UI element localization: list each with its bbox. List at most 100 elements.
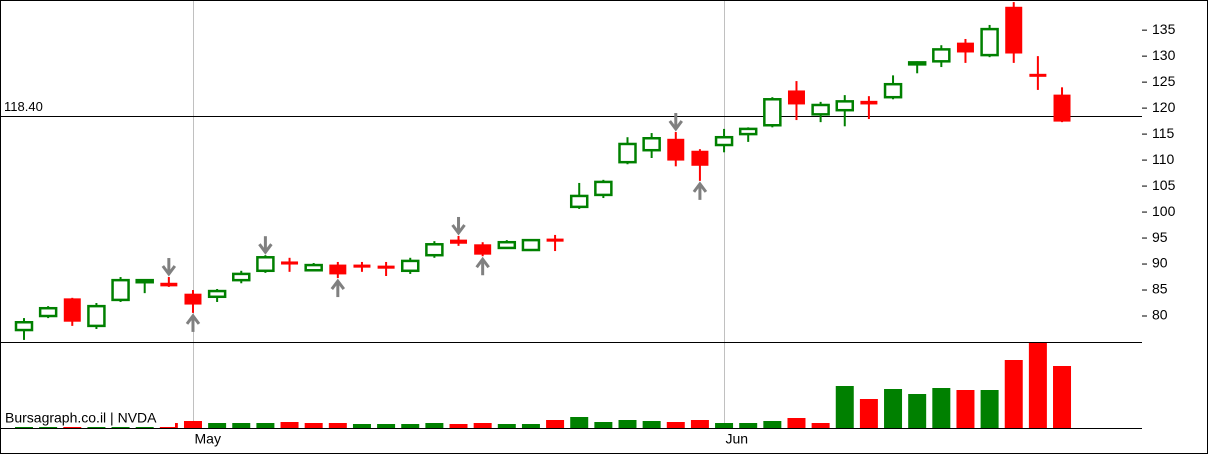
candle-body bbox=[860, 100, 878, 105]
volume-bar bbox=[328, 423, 347, 428]
sell-arrow bbox=[451, 216, 466, 236]
y-tick-label: 85 bbox=[1152, 281, 1168, 297]
candle-body bbox=[980, 27, 999, 57]
volume-bar bbox=[956, 390, 975, 428]
volume-bar bbox=[280, 422, 299, 428]
volume-bar bbox=[570, 417, 589, 428]
candle-body bbox=[474, 244, 492, 255]
y-tick-label: 110 bbox=[1152, 151, 1175, 167]
candle-body bbox=[811, 103, 830, 116]
y-tick-label: 105 bbox=[1152, 177, 1176, 193]
candle-body bbox=[63, 298, 81, 322]
buy-arrow bbox=[185, 313, 201, 332]
y-tick-label: 130 bbox=[1152, 47, 1176, 63]
candle-body bbox=[618, 142, 637, 164]
candle-body bbox=[256, 256, 275, 273]
y-tick-label: 115 bbox=[1152, 125, 1175, 141]
sell-arrow bbox=[668, 113, 683, 132]
candle-body bbox=[1053, 94, 1071, 122]
volume-bar bbox=[642, 421, 661, 428]
candle-body bbox=[594, 180, 613, 197]
candle-body bbox=[232, 272, 251, 282]
volume-bar bbox=[208, 423, 227, 428]
y-tick-label: 90 bbox=[1152, 255, 1168, 271]
candle-body bbox=[14, 320, 34, 332]
candle-body bbox=[87, 304, 106, 328]
candle-body bbox=[304, 263, 323, 272]
volume-bar bbox=[932, 388, 951, 428]
volume-bar bbox=[666, 422, 685, 428]
volume-bar bbox=[884, 389, 903, 428]
candle-body bbox=[787, 90, 805, 105]
y-tick-label: 95 bbox=[1152, 229, 1168, 245]
volume-bar bbox=[715, 423, 734, 428]
candle-body bbox=[546, 238, 564, 242]
candle-body bbox=[642, 137, 661, 152]
candle-body bbox=[450, 239, 468, 244]
volume-bar bbox=[787, 418, 806, 428]
arrow-head bbox=[161, 265, 177, 277]
sell-arrow bbox=[258, 236, 273, 255]
volume-bar bbox=[546, 420, 565, 428]
y-tick-label: 135 bbox=[1152, 21, 1176, 37]
candle-body bbox=[763, 98, 782, 127]
candle-body bbox=[160, 282, 178, 287]
watermark: Bursagraph.co.il | NVDA bbox=[5, 410, 157, 426]
candle-body bbox=[714, 135, 734, 147]
arrow-head bbox=[330, 278, 346, 290]
volume-bar bbox=[594, 422, 613, 428]
volume-bar bbox=[763, 421, 782, 428]
candle-body bbox=[667, 138, 685, 161]
candle-body bbox=[956, 42, 974, 53]
candle-body bbox=[738, 127, 758, 136]
volume-bar bbox=[908, 394, 927, 428]
buy-arrow bbox=[475, 256, 490, 276]
candle-body bbox=[569, 194, 589, 209]
candle-body bbox=[400, 259, 420, 273]
candle-body bbox=[907, 61, 927, 66]
volume-bar bbox=[449, 424, 468, 428]
arrow-head bbox=[258, 243, 273, 255]
volume-bar bbox=[256, 423, 275, 428]
volume-bar bbox=[377, 424, 396, 428]
volume-bar bbox=[425, 423, 444, 428]
candle-body bbox=[353, 264, 371, 268]
candle-body bbox=[207, 289, 227, 299]
volume-bar bbox=[183, 421, 202, 428]
x-tick-label: Jun bbox=[726, 431, 749, 447]
candle-body bbox=[932, 48, 951, 63]
candle-body bbox=[521, 238, 541, 252]
volume-bar bbox=[1053, 366, 1072, 428]
volume-bar bbox=[811, 423, 830, 428]
arrow-head bbox=[668, 120, 683, 132]
candle-body bbox=[883, 82, 903, 99]
y-tick-label: 125 bbox=[1152, 73, 1176, 89]
arrow-head bbox=[692, 181, 708, 193]
volume-bar bbox=[859, 399, 878, 428]
volume-bar bbox=[1004, 360, 1023, 428]
volume-bar bbox=[618, 420, 637, 428]
volume-bar bbox=[401, 424, 420, 428]
y-tick-label: 120 bbox=[1152, 99, 1176, 115]
volume-bar bbox=[473, 423, 492, 428]
sell-arrow bbox=[161, 258, 177, 277]
candle-body bbox=[425, 243, 444, 257]
volume-bar bbox=[521, 424, 540, 428]
volume-bar bbox=[835, 386, 854, 428]
candle-body bbox=[329, 264, 347, 275]
buy-arrow bbox=[692, 181, 708, 200]
candle-body bbox=[377, 265, 395, 269]
candle-body bbox=[691, 150, 709, 166]
reference-label: 118.40 bbox=[4, 99, 43, 114]
arrow-head bbox=[185, 313, 201, 325]
candle-body bbox=[184, 293, 202, 305]
buy-arrow bbox=[330, 278, 346, 298]
watermark-background bbox=[3, 410, 175, 427]
y-tick-label: 100 bbox=[1152, 203, 1176, 219]
candle-body bbox=[135, 278, 154, 284]
candle-body bbox=[281, 261, 299, 265]
x-tick-label: May bbox=[195, 431, 221, 447]
volume-bar bbox=[739, 423, 758, 428]
